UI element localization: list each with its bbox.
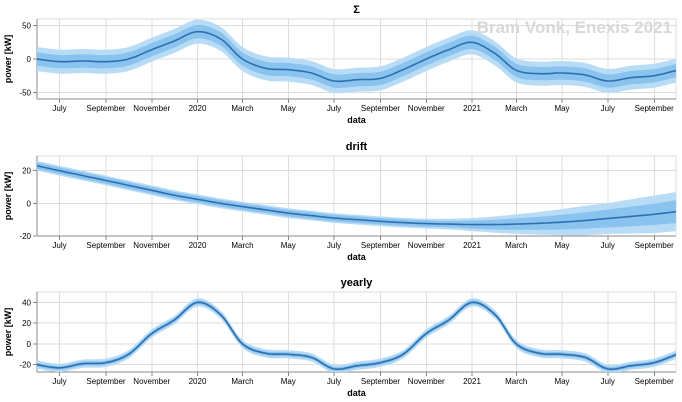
x-tick-label: July (52, 104, 66, 113)
y-tick-label: -20 (19, 232, 31, 241)
uncertainty-band-inner (37, 300, 676, 372)
uncertainty-band-outer (37, 160, 676, 236)
y-tick-label: 50 (22, 22, 31, 31)
x-tick-label: March (505, 377, 527, 386)
uncertainty-band-inner (37, 25, 676, 88)
chart-title: Σ (353, 4, 360, 16)
x-tick-label: November (408, 377, 445, 386)
chart-panel-1: Σ July September November 2020 March May July Se… (3, 4, 677, 125)
x-tick-label: September (635, 104, 674, 113)
x-tick-label: July (601, 377, 615, 386)
series-group (37, 19, 676, 94)
y-tick-label: 0 (27, 340, 32, 349)
x-tick-label: July (327, 104, 341, 113)
x-axis-title: data (347, 252, 367, 262)
x-tick-label: March (231, 104, 253, 113)
chart-title: yearly (341, 277, 374, 289)
y-tick-label: 20 (22, 319, 31, 328)
x-tick-label: 2020 (189, 377, 207, 386)
x-tick-label: September (86, 377, 125, 386)
y-axis-title: power [kW] (3, 308, 13, 357)
x-tick-label: May (281, 377, 296, 386)
x-tick-label: July (327, 241, 341, 250)
y-tick-label: 0 (27, 199, 32, 208)
x-tick-label: March (231, 377, 253, 386)
y-tick-label: -20 (19, 361, 31, 370)
x-axis-title: data (347, 115, 367, 125)
x-tick-label: March (505, 104, 527, 113)
x-tick-label: September (635, 241, 674, 250)
series-group (37, 298, 676, 372)
x-tick-label: May (554, 241, 569, 250)
uncertainty-band-inner (37, 162, 676, 230)
y-tick-label: 20 (22, 167, 31, 176)
series-group (37, 160, 676, 236)
x-tick-label: September (86, 241, 125, 250)
x-tick-label: May (554, 104, 569, 113)
y-tick-label: 0 (27, 55, 32, 64)
x-tick-label: November (408, 241, 445, 250)
x-tick-label: November (133, 241, 170, 250)
x-tick-label: September (86, 104, 125, 113)
x-tick-label: 2020 (189, 104, 207, 113)
x-tick-label: July (601, 104, 615, 113)
x-tick-label: November (133, 377, 170, 386)
x-tick-label: March (505, 241, 527, 250)
chart-panel-3: yearly July September November 2020 March May J… (3, 277, 677, 398)
x-tick-label: March (231, 241, 253, 250)
x-tick-label: November (408, 104, 445, 113)
x-tick-label: May (554, 377, 569, 386)
series-line (37, 301, 676, 370)
x-tick-label: September (361, 241, 400, 250)
x-tick-label: July (52, 377, 66, 386)
x-axis-title: data (347, 388, 367, 398)
x-tick-label: 2021 (463, 241, 481, 250)
x-tick-label: May (281, 241, 296, 250)
x-tick-label: May (281, 104, 296, 113)
x-tick-label: July (52, 241, 66, 250)
chart-title: drift (346, 141, 368, 153)
chart-panel-2: drift July September November 2020 March May Ju… (3, 141, 677, 262)
y-tick-label: -50 (19, 88, 31, 97)
series-line (37, 30, 676, 83)
y-tick-label: 40 (22, 298, 31, 307)
watermark: Bram Vonk, Enexis 2021 (477, 18, 672, 37)
uncertainty-band-outer (37, 298, 676, 372)
y-axis-title: power [kW] (3, 35, 13, 84)
x-tick-label: September (361, 377, 400, 386)
x-tick-label: July (327, 377, 341, 386)
x-tick-label: July (601, 241, 615, 250)
x-tick-label: September (361, 104, 400, 113)
series-line (37, 165, 676, 226)
x-tick-label: September (635, 377, 674, 386)
x-tick-label: 2021 (463, 377, 481, 386)
x-tick-label: November (133, 104, 170, 113)
x-tick-label: 2021 (463, 104, 481, 113)
y-axis-title: power [kW] (3, 172, 13, 221)
x-tick-label: 2020 (189, 241, 207, 250)
